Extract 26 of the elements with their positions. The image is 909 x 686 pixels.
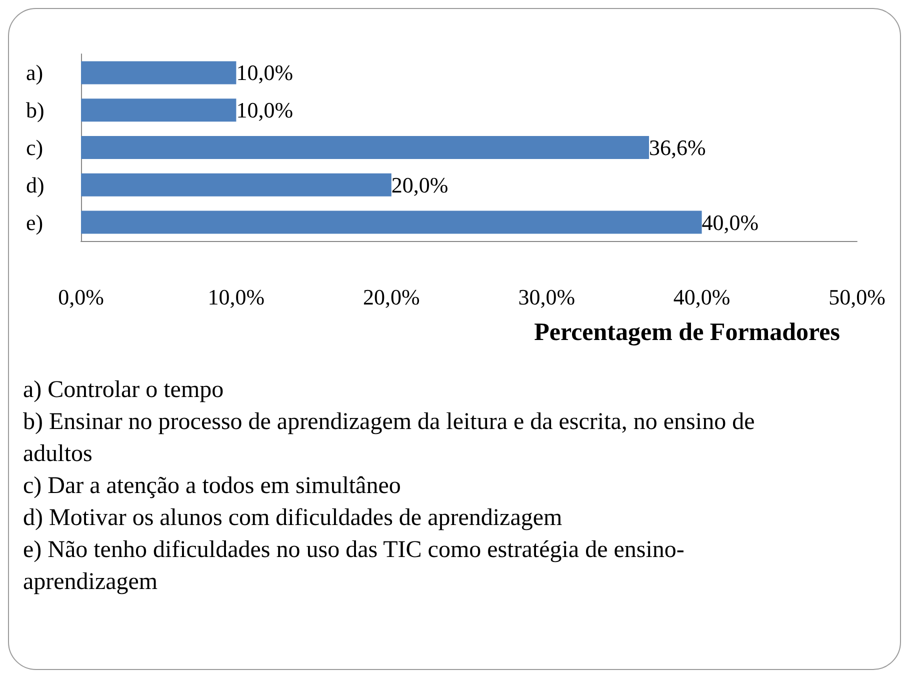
text: c) Dar a atenção a todos em simultâneo [23,472,402,501]
y-tick-label: e) [26,210,44,235]
data-label: 20,0% [391,172,448,198]
y-tick-label: c) [26,135,44,160]
data-label: 36,6% [649,135,706,160]
y-tick-label: a) [26,60,44,86]
text: e) Não tenho dificuldades no uso das TIC como estratégia de ensino-aprendizagem [23,536,686,597]
x-tick-label: 0,0% [58,284,104,310]
data-label: 40,0% [702,210,759,235]
bar [81,210,702,234]
data-label: 10,0% [236,60,294,86]
x-tick-label: 50,0% [828,284,886,310]
text: a) Controlar o tempo [23,376,225,405]
bar [81,136,650,159]
x-tick-label: 10,0% [208,284,265,310]
y-tick-label: d) [26,172,44,198]
x-tick-label: 30,0% [518,284,576,310]
text: d) Motivar os alunos com dificuldades de aprendizagem [23,504,564,533]
data-label: 10,0% [236,98,294,123]
x-tick-label: 40,0% [673,284,730,310]
y-tick-label: b) [26,98,44,123]
bar [81,61,236,84]
bar [81,98,236,122]
x-axis-title: Percentagem de Formadores [534,319,840,347]
x-tick-label: 20,0% [362,284,420,310]
bar [81,173,392,196]
